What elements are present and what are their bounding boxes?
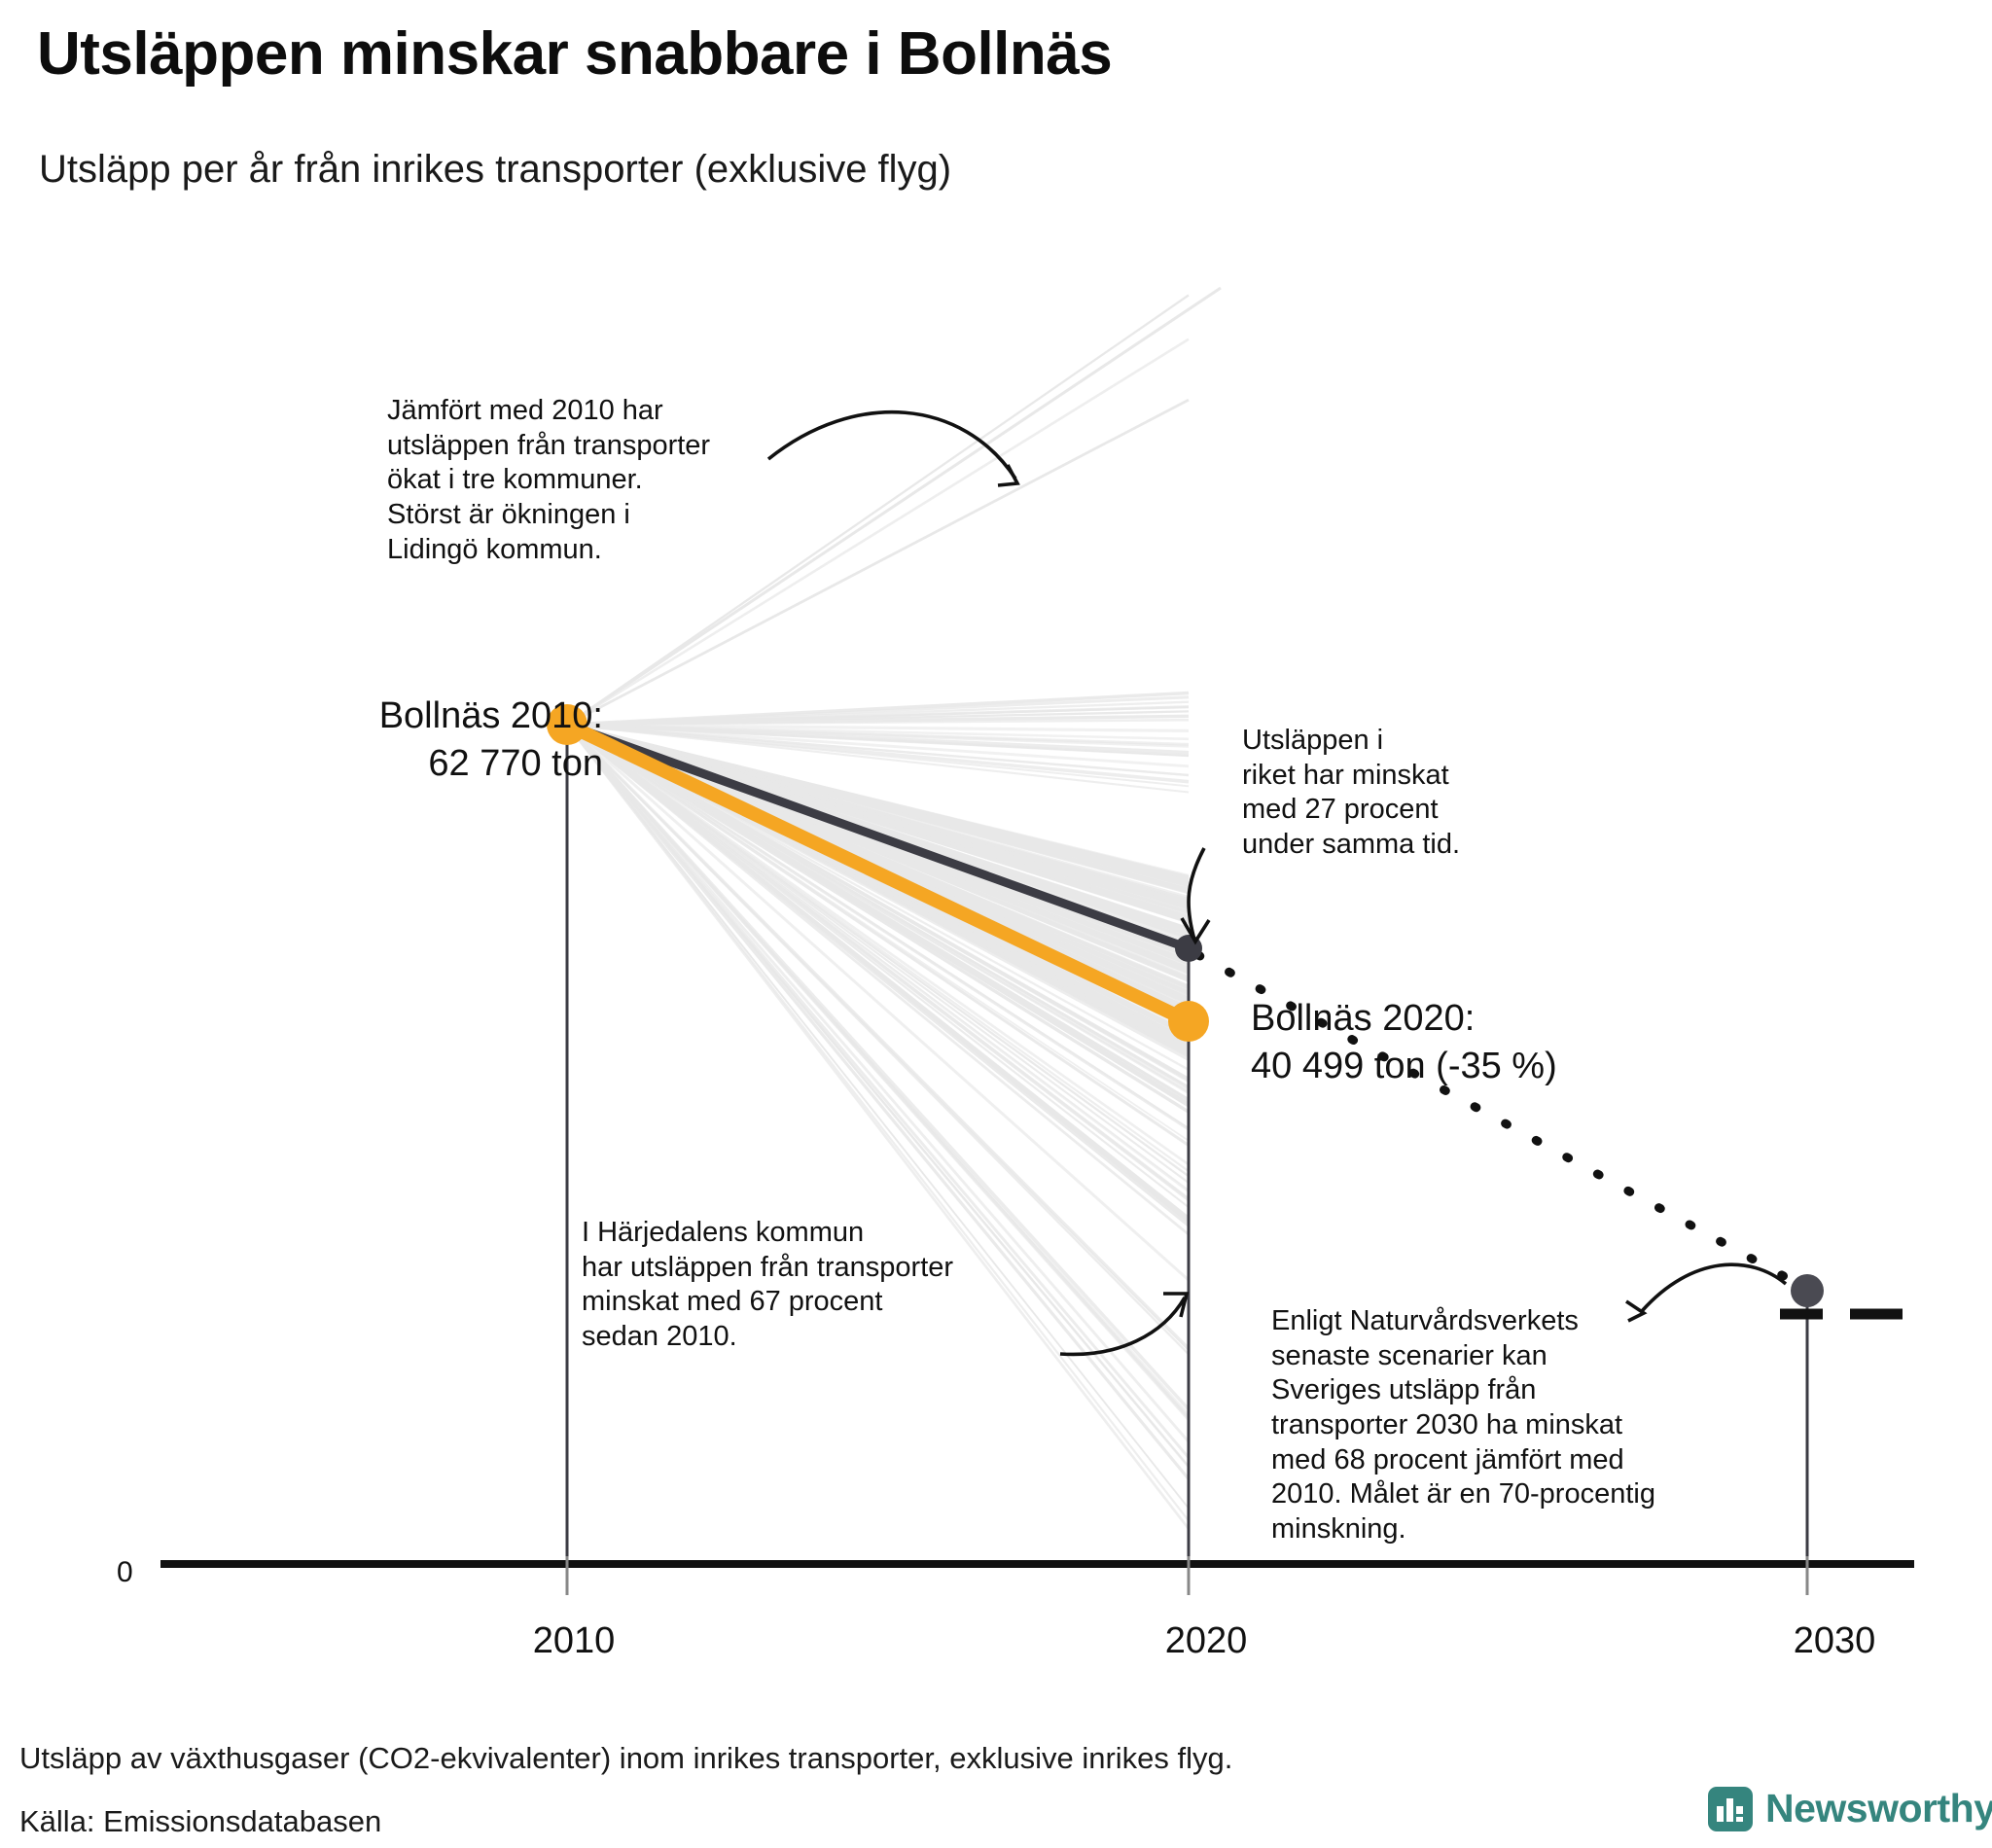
- label-bollnas-2010: Bollnäs 2010: 62 770 ton: [214, 693, 603, 787]
- municipality-line: [566, 723, 1190, 1147]
- municipality-line: [566, 723, 1190, 895]
- municipality-line: [566, 723, 1190, 1200]
- annotation-scenario-2030: Enligt Naturvårdsverkets senaste scenari…: [1271, 1305, 1655, 1545]
- annotation-riket: Utsläppen i riket har minskat med 27 pro…: [1242, 725, 1461, 860]
- arrow-lidingo-head: [997, 464, 1020, 487]
- arrow-scenario-head: [1625, 1299, 1648, 1323]
- municipality-line: [566, 723, 1190, 1282]
- municipality-line: [566, 724, 1190, 1209]
- arrow-lidingo: [766, 409, 1017, 480]
- municipality-line: [565, 723, 1191, 1421]
- y-axis-zero-label: 0: [117, 1556, 133, 1588]
- municipality-line: [565, 724, 1191, 1443]
- municipality-line: [566, 294, 1190, 726]
- page-subtitle: Utsläpp per år från inrikes transporter …: [39, 148, 952, 191]
- label-bollnas-2010-line2: 62 770 ton: [428, 742, 603, 784]
- municipality-line: [566, 723, 1190, 777]
- municipality-line: [566, 691, 1190, 727]
- municipality-line: [566, 724, 1190, 1084]
- municipality-line: [566, 723, 1190, 768]
- point-bollnas-2010: [547, 704, 587, 745]
- point-bollnas-2020: [1168, 1001, 1209, 1042]
- point-scenario-2030: [1791, 1274, 1824, 1307]
- municipality-line: [566, 723, 1190, 733]
- arrow-riket: [1187, 847, 1206, 941]
- arrow-scenario: [1640, 1262, 1788, 1313]
- series-line-bollnas: [560, 718, 1195, 1028]
- municipality-line: [566, 724, 1190, 1510]
- label-bollnas-2020-line1: Bollnäs 2020:: [1251, 998, 1476, 1039]
- municipality-line-lidingo: [566, 286, 1222, 727]
- municipality-line: [566, 724, 1190, 788]
- footnote-description: Utsläpp av växthusgaser (CO2-ekvivalente…: [19, 1741, 1233, 1775]
- x-axis-label-2020: 2020: [1164, 1620, 1248, 1661]
- brand-name: Newsworthy: [1765, 1786, 1992, 1830]
- municipality-line: [566, 705, 1190, 727]
- municipality-line: [566, 723, 1190, 741]
- municipality-line: [566, 724, 1190, 1352]
- x-axis-label-2010: 2010: [532, 1620, 616, 1661]
- footnote-source: Källa: Emissionsdatabasen: [19, 1804, 382, 1838]
- annotation-lidingo: Jämfört med 2010 har utsläppen från tran…: [387, 395, 711, 565]
- label-bollnas-2020: Bollnäs 2020: 40 499 ton (-35 %): [1251, 995, 1796, 1089]
- label-bollnas-2020-line2: 40 499 ton (-35 %): [1251, 1045, 1557, 1086]
- newsworthy-logo: Newsworthy: [1708, 1786, 1992, 1831]
- arrow-harjedalen: [1059, 1297, 1187, 1357]
- bar-chart-icon: [1708, 1786, 1753, 1831]
- annotation-harjedalen: I Härjedalens kommun har utsläppen från …: [582, 1217, 954, 1352]
- municipality-line: [566, 724, 1190, 1224]
- municipality-line: [566, 724, 1190, 1469]
- municipality-line: [566, 723, 1190, 794]
- label-bollnas-2010-line1: Bollnäs 2010:: [378, 695, 603, 736]
- municipality-line: [566, 723, 1190, 914]
- municipality-line: [566, 724, 1190, 1178]
- arrow-harjedalen-head: [1163, 1292, 1190, 1318]
- municipality-line: [566, 398, 1190, 727]
- arrow-riket-head: [1180, 917, 1211, 945]
- municipality-line: [566, 723, 1190, 1102]
- x-axis-label-2030: 2030: [1793, 1620, 1876, 1661]
- municipality-line: [566, 724, 1190, 1129]
- municipality-line: [565, 724, 1191, 1530]
- series-line-riket: [562, 720, 1193, 953]
- municipality-line: [566, 338, 1190, 727]
- page-title: Utsläppen minskar snabbare i Bollnäs: [37, 20, 1113, 88]
